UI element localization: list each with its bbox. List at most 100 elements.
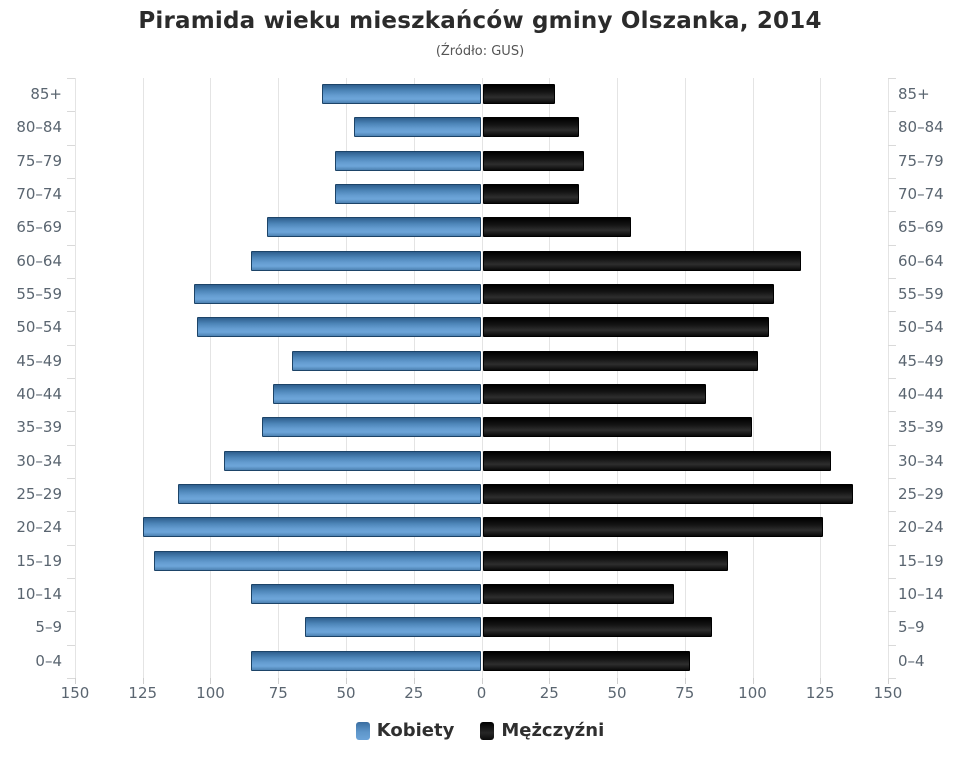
bar-kobiety-50–54[interactable] bbox=[196, 317, 481, 338]
bar-kobiety-75–79[interactable] bbox=[335, 150, 481, 171]
pyramid-row bbox=[75, 545, 888, 578]
bar-kobiety-5–9[interactable] bbox=[305, 617, 481, 638]
y-axis-tick bbox=[67, 378, 75, 379]
x-axis-tick-label: 125 bbox=[128, 684, 158, 702]
pyramid-row bbox=[75, 145, 888, 178]
pyramid-row bbox=[75, 78, 888, 111]
mezczyzni-swatch-icon bbox=[480, 721, 495, 740]
legend: Kobiety Mężczyźni bbox=[0, 720, 960, 741]
age-group-label: 75–79 bbox=[16, 151, 62, 170]
age-group-label: 30–34 bbox=[898, 451, 944, 470]
age-group-label: 85+ bbox=[30, 85, 62, 103]
bar-mezczyzni-35–39[interactable] bbox=[482, 417, 753, 438]
bar-mezczyzni-60–64[interactable] bbox=[482, 250, 802, 271]
bar-mezczyzni-10–14[interactable] bbox=[482, 584, 674, 604]
gridline bbox=[75, 78, 76, 678]
age-group-label: 20–24 bbox=[16, 518, 62, 537]
bar-kobiety-20–24[interactable] bbox=[142, 517, 481, 538]
bar-mezczyzni-70–74[interactable] bbox=[482, 184, 580, 204]
x-axis-tick bbox=[684, 678, 686, 684]
bar-kobiety-60–64[interactable] bbox=[251, 250, 481, 271]
bar-mezczyzni-80–84[interactable] bbox=[482, 117, 580, 138]
age-group-label: 75–79 bbox=[898, 151, 944, 170]
y-axis-tick bbox=[67, 544, 75, 546]
gridline bbox=[278, 78, 280, 678]
y-axis-tick bbox=[888, 278, 896, 279]
age-group-label: 55–59 bbox=[898, 285, 944, 303]
age-group-label: 15–19 bbox=[898, 551, 944, 570]
bar-kobiety-35–39[interactable] bbox=[262, 417, 481, 438]
y-axis-tick bbox=[67, 111, 75, 113]
gridline bbox=[549, 78, 551, 678]
x-axis-tick bbox=[549, 678, 551, 684]
x-axis-tick bbox=[481, 678, 483, 684]
bar-kobiety-40–44[interactable] bbox=[272, 384, 481, 404]
x-axis-tick-label: 0 bbox=[476, 684, 487, 702]
bar-mezczyzni-55–59[interactable] bbox=[482, 284, 775, 304]
legend-item-mezczyzni[interactable]: Mężczyźni bbox=[480, 720, 604, 741]
age-group-label: 60–64 bbox=[898, 251, 944, 270]
y-axis-tick bbox=[888, 411, 896, 413]
bar-mezczyzni-75–79[interactable] bbox=[482, 150, 585, 171]
bar-mezczyzni-65–69[interactable] bbox=[482, 217, 631, 238]
age-group-label: 40–44 bbox=[898, 385, 944, 403]
bar-mezczyzni-50–54[interactable] bbox=[482, 317, 769, 338]
y-axis-labels-left: 85+ 80–84 75–79 70–74 65–69 60–64 55–59 50–54 45… bbox=[0, 78, 62, 678]
legend-item-kobiety[interactable]: Kobiety bbox=[355, 720, 454, 741]
age-group-label: 35–39 bbox=[898, 418, 944, 437]
gridline bbox=[413, 78, 415, 678]
y-axis-tick bbox=[67, 211, 75, 213]
bar-kobiety-25–29[interactable] bbox=[177, 484, 481, 504]
bar-kobiety-0–4[interactable] bbox=[251, 650, 481, 671]
age-group-label: 70–74 bbox=[16, 185, 62, 203]
bar-mezczyzni-20–24[interactable] bbox=[482, 517, 823, 538]
age-group-label: 80–84 bbox=[16, 118, 62, 137]
bar-kobiety-10–14[interactable] bbox=[251, 584, 481, 604]
y-axis-tick bbox=[67, 644, 75, 646]
bar-mezczyzni-40–44[interactable] bbox=[482, 384, 707, 404]
age-group-label: 50–54 bbox=[16, 318, 62, 337]
age-group-label: 5–9 bbox=[35, 618, 62, 637]
age-group-label: 5–9 bbox=[898, 618, 925, 637]
y-axis-tick bbox=[888, 644, 896, 646]
bar-kobiety-15–19[interactable] bbox=[153, 550, 481, 571]
bar-mezczyzni-45–49[interactable] bbox=[482, 350, 758, 371]
age-group-label: 65–69 bbox=[16, 218, 62, 237]
y-axis-tick bbox=[888, 611, 896, 613]
bar-mezczyzni-15–19[interactable] bbox=[482, 550, 729, 571]
y-axis-tick bbox=[67, 511, 75, 513]
bar-kobiety-55–59[interactable] bbox=[194, 284, 481, 304]
x-axis-tick bbox=[752, 678, 754, 684]
gridline bbox=[481, 78, 483, 678]
y-axis-tick bbox=[67, 478, 75, 479]
x-axis-tick-label: 100 bbox=[738, 684, 767, 702]
x-axis-tick-label: 100 bbox=[196, 684, 225, 702]
bar-kobiety-65–69[interactable] bbox=[267, 217, 481, 238]
y-axis-tick bbox=[888, 211, 896, 213]
bar-mezczyzni-25–29[interactable] bbox=[482, 484, 853, 504]
x-axis-tick-label: 150 bbox=[873, 684, 903, 702]
y-axis-tick bbox=[67, 344, 75, 346]
bar-kobiety-45–49[interactable] bbox=[291, 350, 481, 371]
pyramid-row bbox=[75, 111, 888, 144]
bar-kobiety-70–74[interactable] bbox=[335, 184, 481, 204]
bar-mezczyzni-30–34[interactable] bbox=[482, 450, 832, 471]
pyramid-row bbox=[75, 245, 888, 278]
pyramid-row bbox=[75, 311, 888, 344]
age-group-label: 65–69 bbox=[898, 218, 944, 237]
bar-kobiety-80–84[interactable] bbox=[354, 117, 481, 138]
age-group-label: 80–84 bbox=[898, 118, 944, 137]
age-group-label: 60–64 bbox=[16, 251, 62, 270]
pyramid-row bbox=[75, 611, 888, 644]
bar-kobiety-30–34[interactable] bbox=[224, 450, 481, 471]
age-group-label: 70–74 bbox=[898, 185, 944, 203]
x-axis-tick bbox=[210, 678, 212, 684]
gridline bbox=[210, 78, 212, 678]
pyramid-row bbox=[75, 178, 888, 211]
bar-kobiety-85+[interactable] bbox=[321, 84, 481, 104]
kobiety-swatch-icon bbox=[355, 721, 370, 740]
pyramid-row bbox=[75, 211, 888, 244]
bar-mezczyzni-5–9[interactable] bbox=[482, 617, 712, 638]
bar-mezczyzni-0–4[interactable] bbox=[482, 650, 691, 671]
bar-mezczyzni-85+[interactable] bbox=[482, 84, 555, 104]
